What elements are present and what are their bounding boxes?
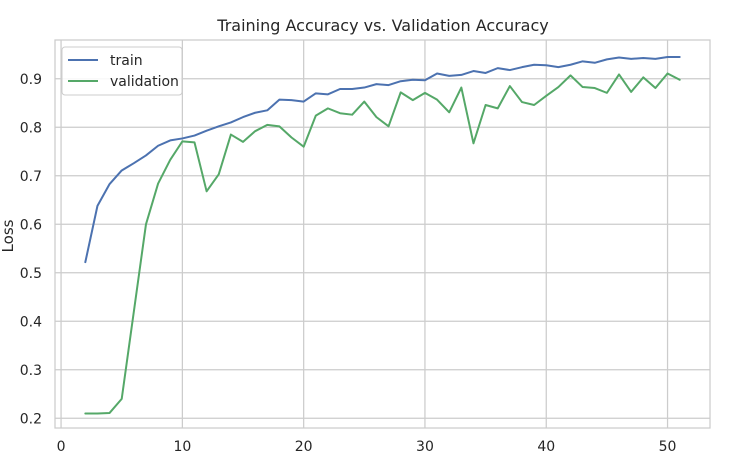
- y-tick-label: 0.6: [20, 217, 42, 233]
- y-axis-label: Loss: [0, 219, 17, 252]
- plot-frame: [54, 39, 711, 429]
- y-tick-label: 0.8: [20, 120, 42, 136]
- series-lines: [84, 55, 681, 415]
- series-line-validation: [84, 72, 681, 415]
- y-tick-label: 0.7: [20, 169, 42, 185]
- grid: [55, 40, 710, 428]
- y-tick-label: 0.9: [20, 72, 42, 88]
- y-tick-label: 0.2: [20, 411, 42, 427]
- legend-label-train: train: [110, 53, 143, 69]
- x-tick-label: 30: [416, 439, 434, 455]
- x-tick-label: 0: [57, 439, 66, 455]
- y-tick-label: 0.5: [20, 266, 42, 282]
- y-tick-label: 0.4: [20, 314, 42, 330]
- x-tick-label: 50: [659, 439, 677, 455]
- chart-title: Training Accuracy vs. Validation Accurac…: [216, 16, 548, 35]
- tick-labels: 0 10 20 30 40 50 0.2 0.3 0.4 0.5 0.6 0.7 0.8 0.9: [20, 72, 677, 455]
- legend-label-validation: validation: [110, 74, 179, 90]
- x-tick-label: 20: [295, 439, 313, 455]
- legend: train validation: [61, 46, 183, 96]
- x-tick-label: 10: [173, 439, 191, 455]
- series-line-train: [84, 55, 681, 264]
- y-tick-label: 0.3: [20, 363, 42, 379]
- x-tick-label: 40: [537, 439, 555, 455]
